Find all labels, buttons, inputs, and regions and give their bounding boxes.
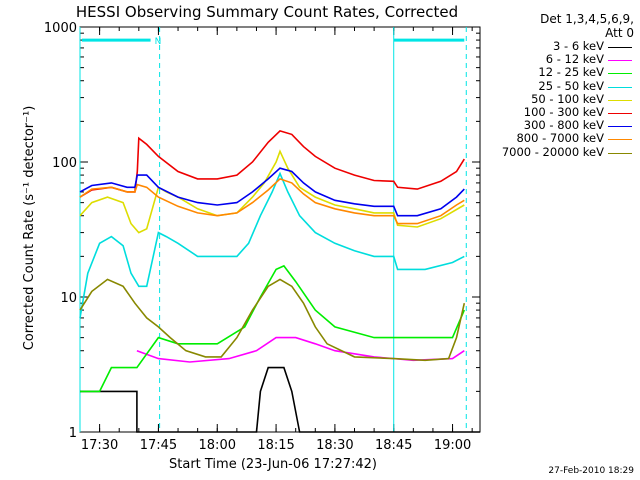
flag-bar-label: N: [155, 37, 162, 47]
legend-label: 50 - 100 keV: [531, 91, 604, 106]
plot-frame: [79, 26, 481, 433]
y-tick-label: 100: [52, 156, 77, 171]
legend-label: 100 - 300 keV: [523, 104, 604, 119]
y-tick-label: 10: [60, 291, 77, 306]
legend-swatch: [608, 126, 632, 128]
legend-swatch: [608, 73, 632, 75]
x-tick-label: 18:30: [316, 438, 353, 453]
legend-swatch: [608, 139, 632, 141]
x-axis-label: Start Time (23-Jun-06 17:27:42): [169, 457, 377, 472]
legend-entry: 6 - 12 keV: [482, 53, 634, 66]
series-line-8: [79, 177, 465, 225]
legend-label: 300 - 800 keV: [523, 118, 604, 133]
series-line-7: [79, 167, 465, 217]
legend-swatch: [608, 47, 632, 48]
legend-entry: 50 - 100 keV: [482, 91, 634, 106]
legend-entry: 12 - 25 keV: [482, 66, 634, 79]
legend: Det 1,3,4,5,6,9, Att 0 3 - 6 keV 6 - 12 k…: [482, 12, 634, 159]
series-line-9: [79, 278, 466, 362]
legend-entry: 100 - 300 keV: [482, 104, 634, 119]
y-tick-label: 1: [69, 426, 77, 441]
legend-swatch: [608, 152, 632, 154]
x-tick-label: 18:15: [257, 438, 294, 453]
x-tick-label: 18:00: [199, 438, 236, 453]
y-tick-label: 1000: [44, 21, 77, 36]
legend-label: 6 - 12 keV: [545, 52, 604, 67]
legend-entry: 25 - 50 keV: [482, 78, 634, 93]
timestamp: 27-Feb-2010 18:29: [548, 466, 634, 476]
y-axis-label: Corrected Count Rate (s⁻¹ detector⁻¹): [22, 106, 37, 351]
legend-title-line-2: Att 0: [605, 26, 634, 40]
x-tick-label: 19:00: [434, 438, 471, 453]
legend-swatch: [608, 60, 632, 62]
x-tick-label: 17:30: [81, 438, 118, 453]
legend-entry: 7000 - 20000 keV: [482, 144, 634, 159]
legend-label: 7000 - 20000 keV: [501, 144, 604, 159]
legend-label: 25 - 50 keV: [538, 78, 604, 93]
series-line-1: [80, 366, 480, 433]
x-tick-label: 18:45: [375, 438, 412, 453]
x-tick-label: 17:45: [140, 438, 177, 453]
legend-title-line-1: Det 1,3,4,5,6,9,: [540, 12, 634, 26]
legend-swatch: [608, 86, 632, 88]
legend-label: 12 - 25 keV: [538, 65, 604, 80]
series-line-4: [79, 171, 465, 319]
legend-swatch: [608, 112, 632, 114]
chart-title: HESSI Observing Summary Count Rates, Cor…: [76, 3, 458, 21]
legend-label: 3 - 6 keV: [553, 39, 604, 53]
legend-swatch: [608, 99, 632, 101]
legend-entry: 800 - 7000 keV: [482, 132, 634, 145]
legend-entry: 3 - 6 keV: [482, 40, 634, 53]
series-line-5: [79, 149, 465, 234]
legend-label: 800 - 7000 keV: [516, 131, 604, 146]
legend-entry: 300 - 800 keV: [482, 119, 634, 132]
